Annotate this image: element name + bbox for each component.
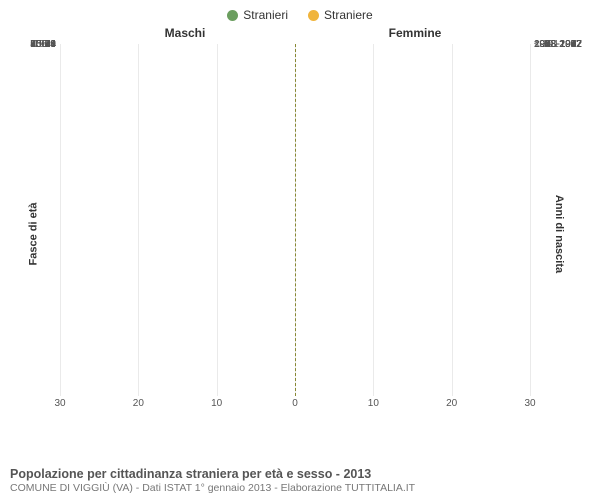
column-headers: Maschi Femmine [0,26,600,40]
plot-area: 100+≤ 191295-991913-191790-941918-192285… [60,44,530,396]
legend-label-male: Stranieri [243,8,288,22]
x-tick: 10 [368,398,379,409]
x-tick: 30 [54,398,65,409]
legend-swatch-male [227,10,238,21]
chart-footer: Popolazione per cittadinanza straniera p… [10,467,415,494]
x-tick: 30 [524,398,535,409]
age-label: 0-4 [18,39,56,50]
y-axis-left-label: Fasce di età [27,203,39,266]
y-axis-right-label: Anni di nascita [553,195,565,273]
x-tick: 10 [211,398,222,409]
chart-subtitle: COMUNE DI VIGGIÙ (VA) - Dati ISTAT 1° ge… [10,482,415,494]
x-tick: 0 [292,398,298,409]
pyramid-chart: Fasce di età Anni di nascita 100+≤ 19129… [0,44,600,424]
gridline [138,44,139,396]
legend-item-male: Stranieri [227,8,288,22]
x-tick: 20 [446,398,457,409]
gridline [60,44,61,396]
header-male: Maschi [70,26,300,40]
legend-item-female: Straniere [308,8,373,22]
x-axis: 3020100102030 [60,398,530,412]
legend: Stranieri Straniere [0,0,600,26]
legend-label-female: Straniere [324,8,373,22]
x-tick: 20 [133,398,144,409]
gridline [217,44,218,396]
gridline [373,44,374,396]
center-axis-line [295,44,296,396]
legend-swatch-female [308,10,319,21]
gridline [452,44,453,396]
header-female: Femmine [300,26,530,40]
gridline [530,44,531,396]
birth-year-label: 2008-2012 [534,39,592,50]
chart-title: Popolazione per cittadinanza straniera p… [10,467,415,481]
